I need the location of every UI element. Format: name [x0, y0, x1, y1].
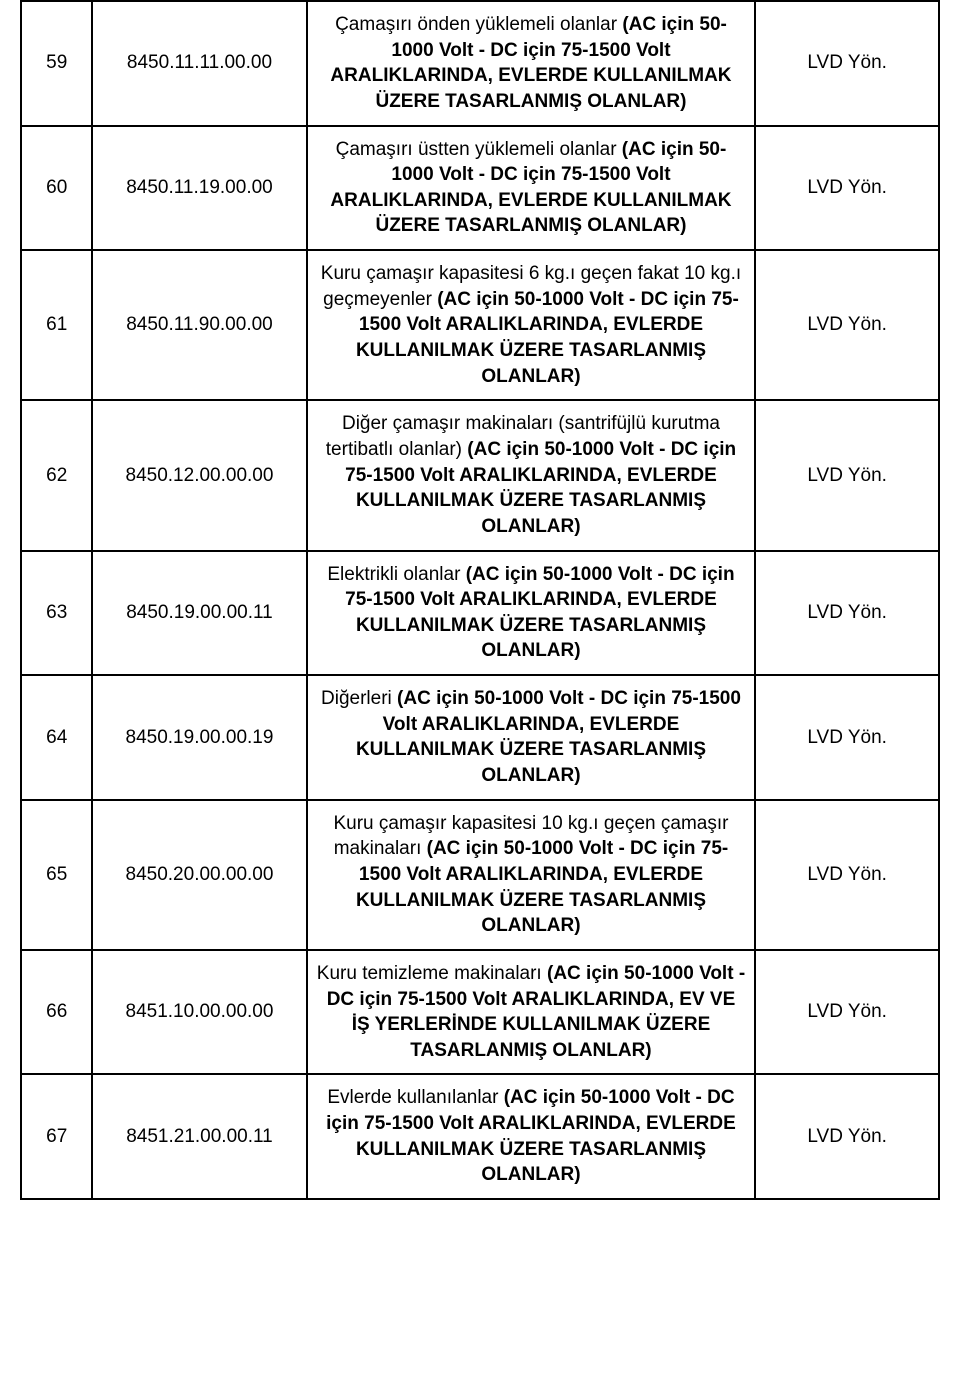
- row-number: 59: [21, 1, 92, 126]
- row-code: 8451.21.00.00.11: [92, 1074, 306, 1199]
- table-row: 658450.20.00.00.00Kuru çamaşır kapasites…: [21, 800, 939, 950]
- row-description-plain: Evlerde kullanılanlar: [327, 1087, 503, 1108]
- page: 598450.11.11.00.00Çamaşırı önden yükleme…: [0, 0, 960, 1230]
- row-reference: LVD Yön.: [755, 675, 939, 800]
- row-code: 8450.11.90.00.00: [92, 250, 306, 400]
- row-code: 8450.20.00.00.00: [92, 800, 306, 950]
- row-number: 65: [21, 800, 92, 950]
- row-code: 8450.19.00.00.11: [92, 551, 306, 676]
- row-description-bold: (AC için 50-1000 Volt - DC için 75-1500 …: [356, 688, 741, 786]
- row-reference: LVD Yön.: [755, 400, 939, 550]
- row-description-plain: Elektrikli olanlar: [327, 564, 465, 585]
- row-description: Kuru çamaşır kapasitesi 10 kg.ı geçen ça…: [307, 800, 756, 950]
- row-description: Diğer çamaşır makinaları (santrifüjlü ku…: [307, 400, 756, 550]
- row-reference: LVD Yön.: [755, 250, 939, 400]
- table-row: 618450.11.90.00.00Kuru çamaşır kapasites…: [21, 250, 939, 400]
- row-code: 8450.11.11.00.00: [92, 1, 306, 126]
- row-description-plain: Çamaşırı üstten yüklemeli olanlar: [336, 139, 622, 160]
- table-row: 678451.21.00.00.11Evlerde kullanılanlar …: [21, 1074, 939, 1199]
- row-description: Elektrikli olanlar (AC için 50-1000 Volt…: [307, 551, 756, 676]
- row-number: 61: [21, 250, 92, 400]
- table-row: 608450.11.19.00.00Çamaşırı üstten yüklem…: [21, 126, 939, 251]
- row-code: 8450.19.00.00.19: [92, 675, 306, 800]
- table-row: 648450.19.00.00.19Diğerleri (AC için 50-…: [21, 675, 939, 800]
- row-description: Çamaşırı önden yüklemeli olanlar (AC içi…: [307, 1, 756, 126]
- row-description-plain: Çamaşırı önden yüklemeli olanlar: [335, 14, 622, 35]
- row-number: 63: [21, 551, 92, 676]
- row-number: 62: [21, 400, 92, 550]
- row-code: 8451.10.00.00.00: [92, 950, 306, 1075]
- row-reference: LVD Yön.: [755, 800, 939, 950]
- table-body: 598450.11.11.00.00Çamaşırı önden yükleme…: [21, 1, 939, 1199]
- row-reference: LVD Yön.: [755, 1074, 939, 1199]
- row-description: Kuru temizleme makinaları (AC için 50-10…: [307, 950, 756, 1075]
- row-code: 8450.11.19.00.00: [92, 126, 306, 251]
- row-reference: LVD Yön.: [755, 1, 939, 126]
- row-description: Diğerleri (AC için 50-1000 Volt - DC içi…: [307, 675, 756, 800]
- table-row: 638450.19.00.00.11Elektrikli olanlar (AC…: [21, 551, 939, 676]
- data-table: 598450.11.11.00.00Çamaşırı önden yükleme…: [20, 0, 940, 1200]
- table-row: 628450.12.00.00.00Diğer çamaşır makinala…: [21, 400, 939, 550]
- row-description: Evlerde kullanılanlar (AC için 50-1000 V…: [307, 1074, 756, 1199]
- row-reference: LVD Yön.: [755, 551, 939, 676]
- row-number: 66: [21, 950, 92, 1075]
- table-row: 598450.11.11.00.00Çamaşırı önden yükleme…: [21, 1, 939, 126]
- row-number: 64: [21, 675, 92, 800]
- row-description: Kuru çamaşır kapasitesi 6 kg.ı geçen fak…: [307, 250, 756, 400]
- row-description-plain: Kuru temizleme makinaları: [317, 963, 547, 984]
- row-number: 60: [21, 126, 92, 251]
- row-description: Çamaşırı üstten yüklemeli olanlar (AC iç…: [307, 126, 756, 251]
- row-reference: LVD Yön.: [755, 950, 939, 1075]
- row-code: 8450.12.00.00.00: [92, 400, 306, 550]
- row-number: 67: [21, 1074, 92, 1199]
- row-description-plain: Diğerleri: [321, 688, 397, 709]
- table-row: 668451.10.00.00.00Kuru temizleme makinal…: [21, 950, 939, 1075]
- row-reference: LVD Yön.: [755, 126, 939, 251]
